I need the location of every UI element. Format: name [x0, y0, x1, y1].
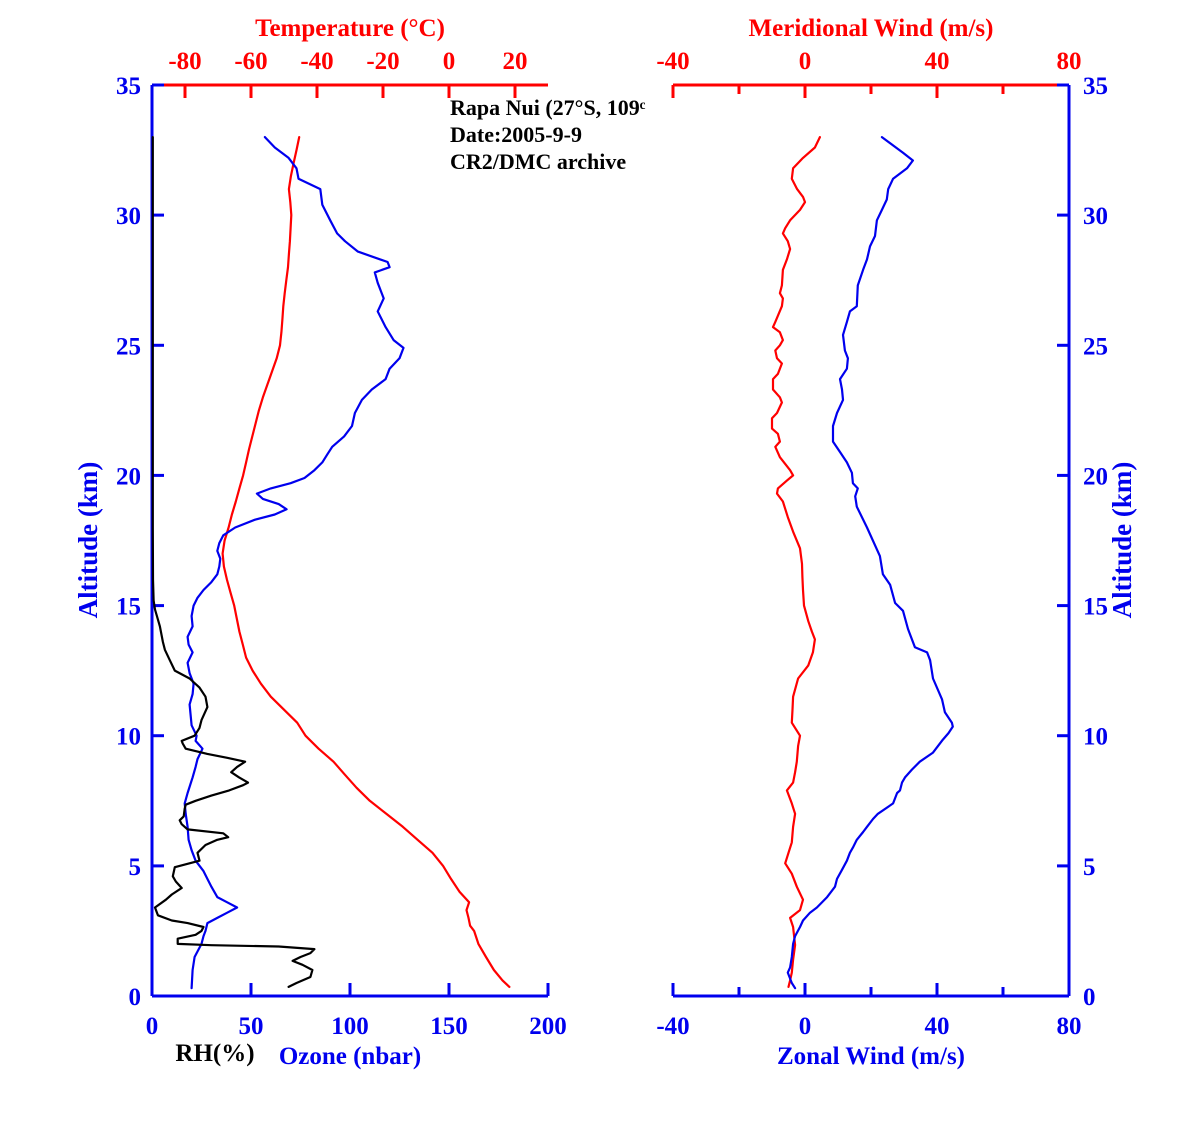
top-axis-tick-label: -40 — [300, 48, 333, 75]
station-name-label: Rapa Nui (27°S, 109ᶜ — [450, 95, 646, 120]
y-axis-tick-label: 30 — [116, 203, 141, 230]
top-axis-tick-label: 0 — [799, 48, 812, 75]
top-axis-tick-label: -80 — [168, 48, 201, 75]
y-axis-tick-label: 5 — [129, 854, 142, 881]
top-axis-tick-label: 40 — [925, 48, 950, 75]
wind-panel: -40 0 40 80 Meridional Wind (m/s) -40 0 40 80 Zon… — [656, 15, 1137, 1070]
bottom-axis-tick-label: 100 — [331, 1013, 369, 1040]
top-axis-tick-label: -40 — [656, 48, 689, 75]
top-axis-tick-label: 80 — [1057, 48, 1082, 75]
y-axis-tick-label: 30 — [1083, 203, 1108, 230]
bottom-axis-tick-label: 200 — [529, 1013, 567, 1040]
top-axis-title: Temperature (°C) — [255, 15, 445, 42]
meridional-wind-curve — [770, 136, 821, 988]
y-axis-tick-label: 15 — [116, 594, 141, 621]
bottom-axis-tick-label: 0 — [146, 1013, 159, 1040]
station-annotation: Rapa Nui (27°S, 109ᶜ Date:2005-9-9 CR2/D… — [450, 95, 646, 174]
rh-curve — [151, 136, 316, 988]
zonal-wind-curve — [786, 136, 954, 990]
y-axis-tick-label: 0 — [129, 984, 142, 1011]
top-axis-tick-label: 0 — [443, 48, 456, 75]
archive-source-label: CR2/DMC archive — [450, 149, 626, 174]
y-axis-tick-label: 15 — [1083, 594, 1108, 621]
top-axis-tick-label: 20 — [503, 48, 528, 75]
y-axis-tick-label: 25 — [1083, 333, 1108, 360]
bottom-axis-secondary-title: RH(%) — [175, 1040, 254, 1067]
top-axis-tick-label: -60 — [234, 48, 267, 75]
bottom-axis-tick-label: 50 — [239, 1013, 264, 1040]
y-axis-tick-label: 0 — [1083, 984, 1096, 1011]
temperature-curve — [221, 136, 511, 988]
y-axis-tick-label: 10 — [1083, 724, 1108, 751]
y-axis-tick-label: 35 — [116, 73, 141, 100]
bottom-axis-tick-label: -40 — [656, 1013, 689, 1040]
sounding-date-label: Date:2005-9-9 — [450, 122, 582, 147]
y-axis-title: Altitude (km) — [73, 462, 103, 619]
y-axis-title: Altitude (km) — [1107, 462, 1137, 619]
y-axis-tick-label: 20 — [116, 463, 141, 490]
top-axis-title: Meridional Wind (m/s) — [749, 15, 994, 42]
bottom-axis-tick-label: 40 — [925, 1013, 950, 1040]
bottom-axis-tick-label: 150 — [430, 1013, 468, 1040]
y-axis-tick-label: 10 — [116, 724, 141, 751]
y-axis-tick-label: 20 — [1083, 463, 1108, 490]
y-axis-tick-label: 5 — [1083, 854, 1096, 881]
bottom-axis-tick-label: 0 — [799, 1013, 812, 1040]
y-axis-tick-label: 35 — [1083, 73, 1108, 100]
bottom-axis-title: Ozone (nbar) — [279, 1043, 421, 1070]
bottom-axis-title: Zonal Wind (m/s) — [777, 1043, 965, 1070]
y-axis-tick-label: 25 — [116, 333, 141, 360]
bottom-axis-tick-label: 80 — [1057, 1013, 1082, 1040]
top-axis-tick-label: -20 — [366, 48, 399, 75]
ozone-curve — [183, 136, 405, 990]
